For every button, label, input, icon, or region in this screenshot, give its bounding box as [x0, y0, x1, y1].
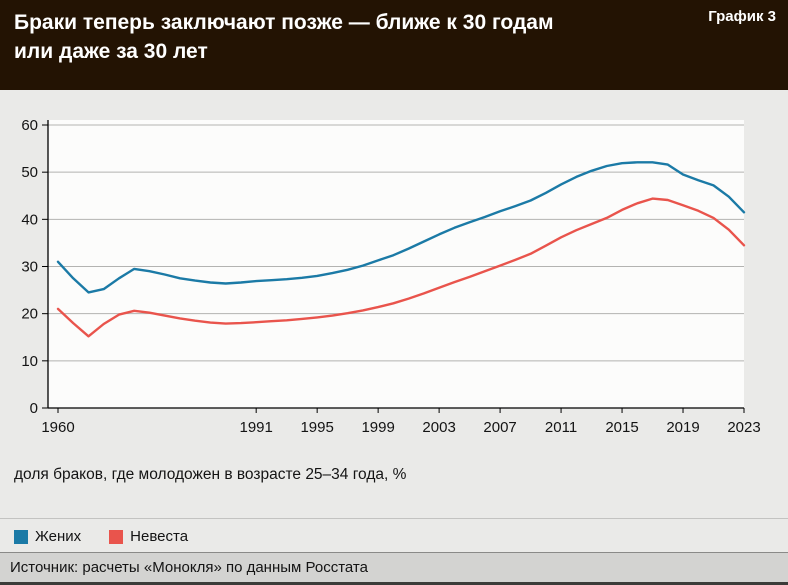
source-text: Источник: расчеты «Монокля» по данным Ро… [10, 559, 368, 576]
x-axis-label: 1995 [300, 419, 333, 436]
y-axis-label: 50 [21, 164, 38, 181]
bottom-rule [0, 582, 788, 585]
bride-series-line [56, 197, 746, 338]
y-axis-label: 0 [30, 400, 38, 417]
y-axis-label: 60 [21, 117, 38, 134]
chart-title-line1: Браки теперь заключают позже — ближе к 3… [14, 11, 554, 34]
source-bar: Источник: расчеты «Монокля» по данным Ро… [0, 552, 788, 582]
x-axis-label: 1991 [239, 419, 272, 436]
chart-title: Браки теперь заключают позже — ближе к 3… [14, 8, 554, 67]
legend-label-bride: Невеста [130, 528, 189, 545]
legend-separator [0, 518, 788, 519]
chart-title-line2: или даже за 30 лет [14, 40, 208, 64]
x-axis-label: 2011 [545, 419, 577, 436]
groom-series-line [56, 161, 746, 294]
x-axis-label: 1999 [361, 419, 394, 436]
legend-item-bride: Невеста [109, 528, 188, 545]
plot-background [48, 120, 744, 408]
legend-label-groom: Жених [35, 528, 82, 545]
x-axis-label: 2003 [422, 419, 455, 436]
x-axis-label: 2007 [483, 419, 516, 436]
x-axis-label: 2019 [666, 419, 699, 436]
chart-header: Браки теперь заключают позже — ближе к 3… [0, 0, 788, 90]
y-axis-label: 40 [21, 211, 38, 228]
y-axis-label: 20 [21, 306, 38, 323]
chart-area: 0 10 20 30 40 50 60 1960 1991 1995 1999 2003 2007 201… [0, 90, 788, 455]
x-axis-label: 2023 [727, 419, 760, 436]
legend: Жених Невеста [14, 528, 188, 545]
legend-item-groom: Жених [14, 528, 81, 545]
y-axis-label: 30 [21, 259, 38, 276]
x-axis-label: 2015 [605, 419, 638, 436]
line-chart: 0 10 20 30 40 50 60 1960 1991 1995 1999 2003 2007 201… [21, 117, 760, 436]
y-axis-label: 10 [21, 353, 38, 370]
axis-caption: доля браков, где молодожен в возрасте 25… [14, 466, 407, 483]
groom-swatch [14, 529, 28, 544]
x-axis-label: 1960 [41, 419, 74, 436]
bride-swatch [109, 529, 124, 544]
chart-number-label: График 3 [708, 8, 776, 25]
